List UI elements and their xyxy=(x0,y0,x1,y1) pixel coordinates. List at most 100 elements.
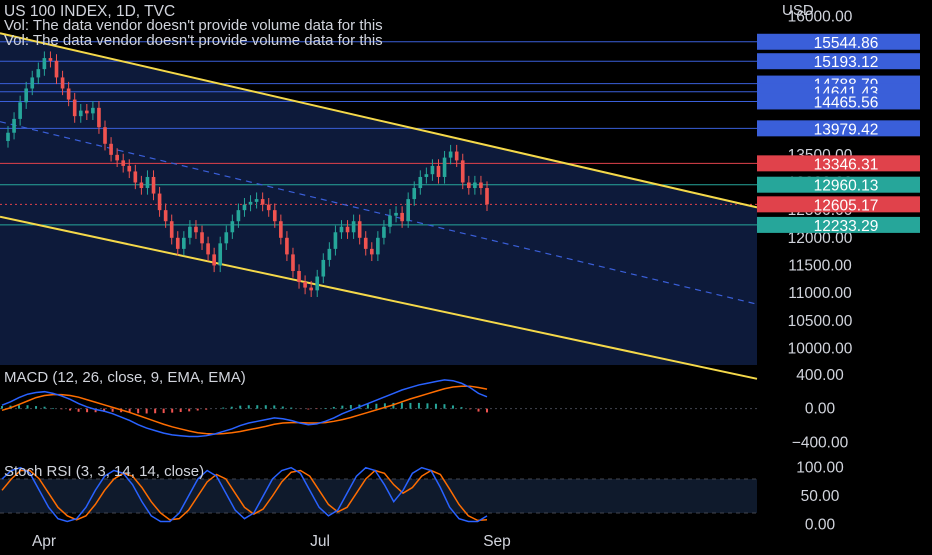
candle-body xyxy=(303,282,307,288)
price-tag: 12605.17 xyxy=(757,196,920,214)
candle-body xyxy=(236,210,241,222)
macd-tick-label: 400.00 xyxy=(796,367,844,384)
candle-body xyxy=(357,221,362,238)
candle-body xyxy=(406,199,410,222)
candle-body xyxy=(333,232,338,249)
channel-mid-line xyxy=(0,121,758,305)
candle-body xyxy=(466,182,471,189)
y-axis-tick-label: 11500.00 xyxy=(788,257,852,274)
y-axis-tick-label: 16000.00 xyxy=(788,9,853,26)
candle-body xyxy=(418,176,423,189)
candle-body xyxy=(18,102,22,119)
candle-body xyxy=(175,237,180,249)
macd-tick-label: −400.00 xyxy=(792,434,849,451)
price-tag: 12233.29 xyxy=(757,216,920,235)
macd-line xyxy=(1,379,488,438)
price-tag: 13979.42 xyxy=(757,120,920,138)
candle-body xyxy=(121,160,126,166)
candle-body xyxy=(151,176,156,194)
price-tag-box xyxy=(757,120,920,137)
price-tag-box xyxy=(757,155,920,172)
candle-body xyxy=(321,259,326,277)
macd-tick-label: 0.00 xyxy=(805,401,836,418)
stoch-band-fill xyxy=(0,479,757,513)
candle-body xyxy=(212,254,216,266)
candle-body xyxy=(36,69,41,78)
x-axis-tick-label: Jul xyxy=(310,533,330,550)
macd-signal-line xyxy=(1,385,488,435)
candle-body xyxy=(12,118,16,133)
price-tag: 15544.86 xyxy=(757,33,920,52)
volume-note: Vol: The data vendor doesn't provide vol… xyxy=(4,17,383,34)
stoch-tick-label: 100.00 xyxy=(796,460,844,477)
candle-body xyxy=(430,165,435,175)
candle-body xyxy=(436,165,441,177)
candle-body xyxy=(279,221,283,238)
price-tag-box xyxy=(757,216,920,233)
price-tag-box xyxy=(757,33,920,50)
candle-body xyxy=(42,58,47,70)
candle-body xyxy=(454,151,459,161)
candle-body xyxy=(206,243,210,255)
price-tag-label: 12960.13 xyxy=(814,178,879,195)
candle-body xyxy=(485,188,489,205)
candle-body xyxy=(103,127,107,144)
volume-note: Vol: The data vendor doesn't provide vol… xyxy=(4,32,383,49)
candle-body xyxy=(54,60,59,78)
candle-body xyxy=(394,212,398,216)
candle-body xyxy=(376,237,380,255)
price-tag-label: 15544.86 xyxy=(814,35,879,52)
candle-body xyxy=(272,210,277,222)
price-tag: 13346.31 xyxy=(757,155,920,173)
candle-body xyxy=(188,226,192,238)
candle-body xyxy=(224,232,229,244)
candle-body xyxy=(115,154,119,161)
candle-body xyxy=(315,276,320,291)
price-tag-label: 15193.12 xyxy=(814,54,879,71)
candle-body xyxy=(169,221,174,238)
candle-body xyxy=(78,110,83,117)
price-tag-label: 13979.42 xyxy=(814,121,879,138)
candle-body xyxy=(157,193,162,211)
y-axis-tick-label: 12000.00 xyxy=(788,230,853,247)
currency-label: USD xyxy=(782,2,814,19)
candle-body xyxy=(351,221,356,233)
candle-body xyxy=(473,182,477,189)
candle-body xyxy=(194,226,198,233)
candle-body xyxy=(242,204,247,211)
candle-body xyxy=(327,248,332,260)
candle-body xyxy=(97,107,101,128)
price-tag-label: 12605.17 xyxy=(814,197,879,214)
candle-body xyxy=(30,77,35,89)
candle-body xyxy=(479,182,483,189)
stoch-tick-label: 0.00 xyxy=(805,516,836,533)
candle-body xyxy=(139,182,144,189)
price-tag-box xyxy=(757,93,920,110)
candle-body xyxy=(363,237,368,249)
candle-body xyxy=(163,210,168,222)
y-axis-tick-label: 10000.00 xyxy=(788,340,853,357)
candle-body xyxy=(424,174,429,177)
candle-body xyxy=(382,226,386,238)
candle-body xyxy=(442,157,447,177)
y-axis-tick-label: 11000.00 xyxy=(788,285,852,302)
candle-body xyxy=(85,110,89,114)
candle-body xyxy=(218,243,223,266)
candle-body xyxy=(345,226,350,233)
channel-lower-line xyxy=(0,215,758,380)
candle-body xyxy=(291,254,295,271)
candle-body xyxy=(448,151,453,158)
candle-body xyxy=(339,226,344,233)
candle-body xyxy=(285,237,289,255)
candle-body xyxy=(182,237,186,249)
candle-body xyxy=(109,143,113,155)
candle-body xyxy=(133,171,138,183)
candle-body xyxy=(66,88,71,100)
stoch-k-line xyxy=(1,466,488,523)
candle-body xyxy=(400,212,404,222)
stoch-tick-label: 50.00 xyxy=(801,488,840,505)
candle-body xyxy=(297,270,301,283)
candle-body xyxy=(369,248,374,255)
